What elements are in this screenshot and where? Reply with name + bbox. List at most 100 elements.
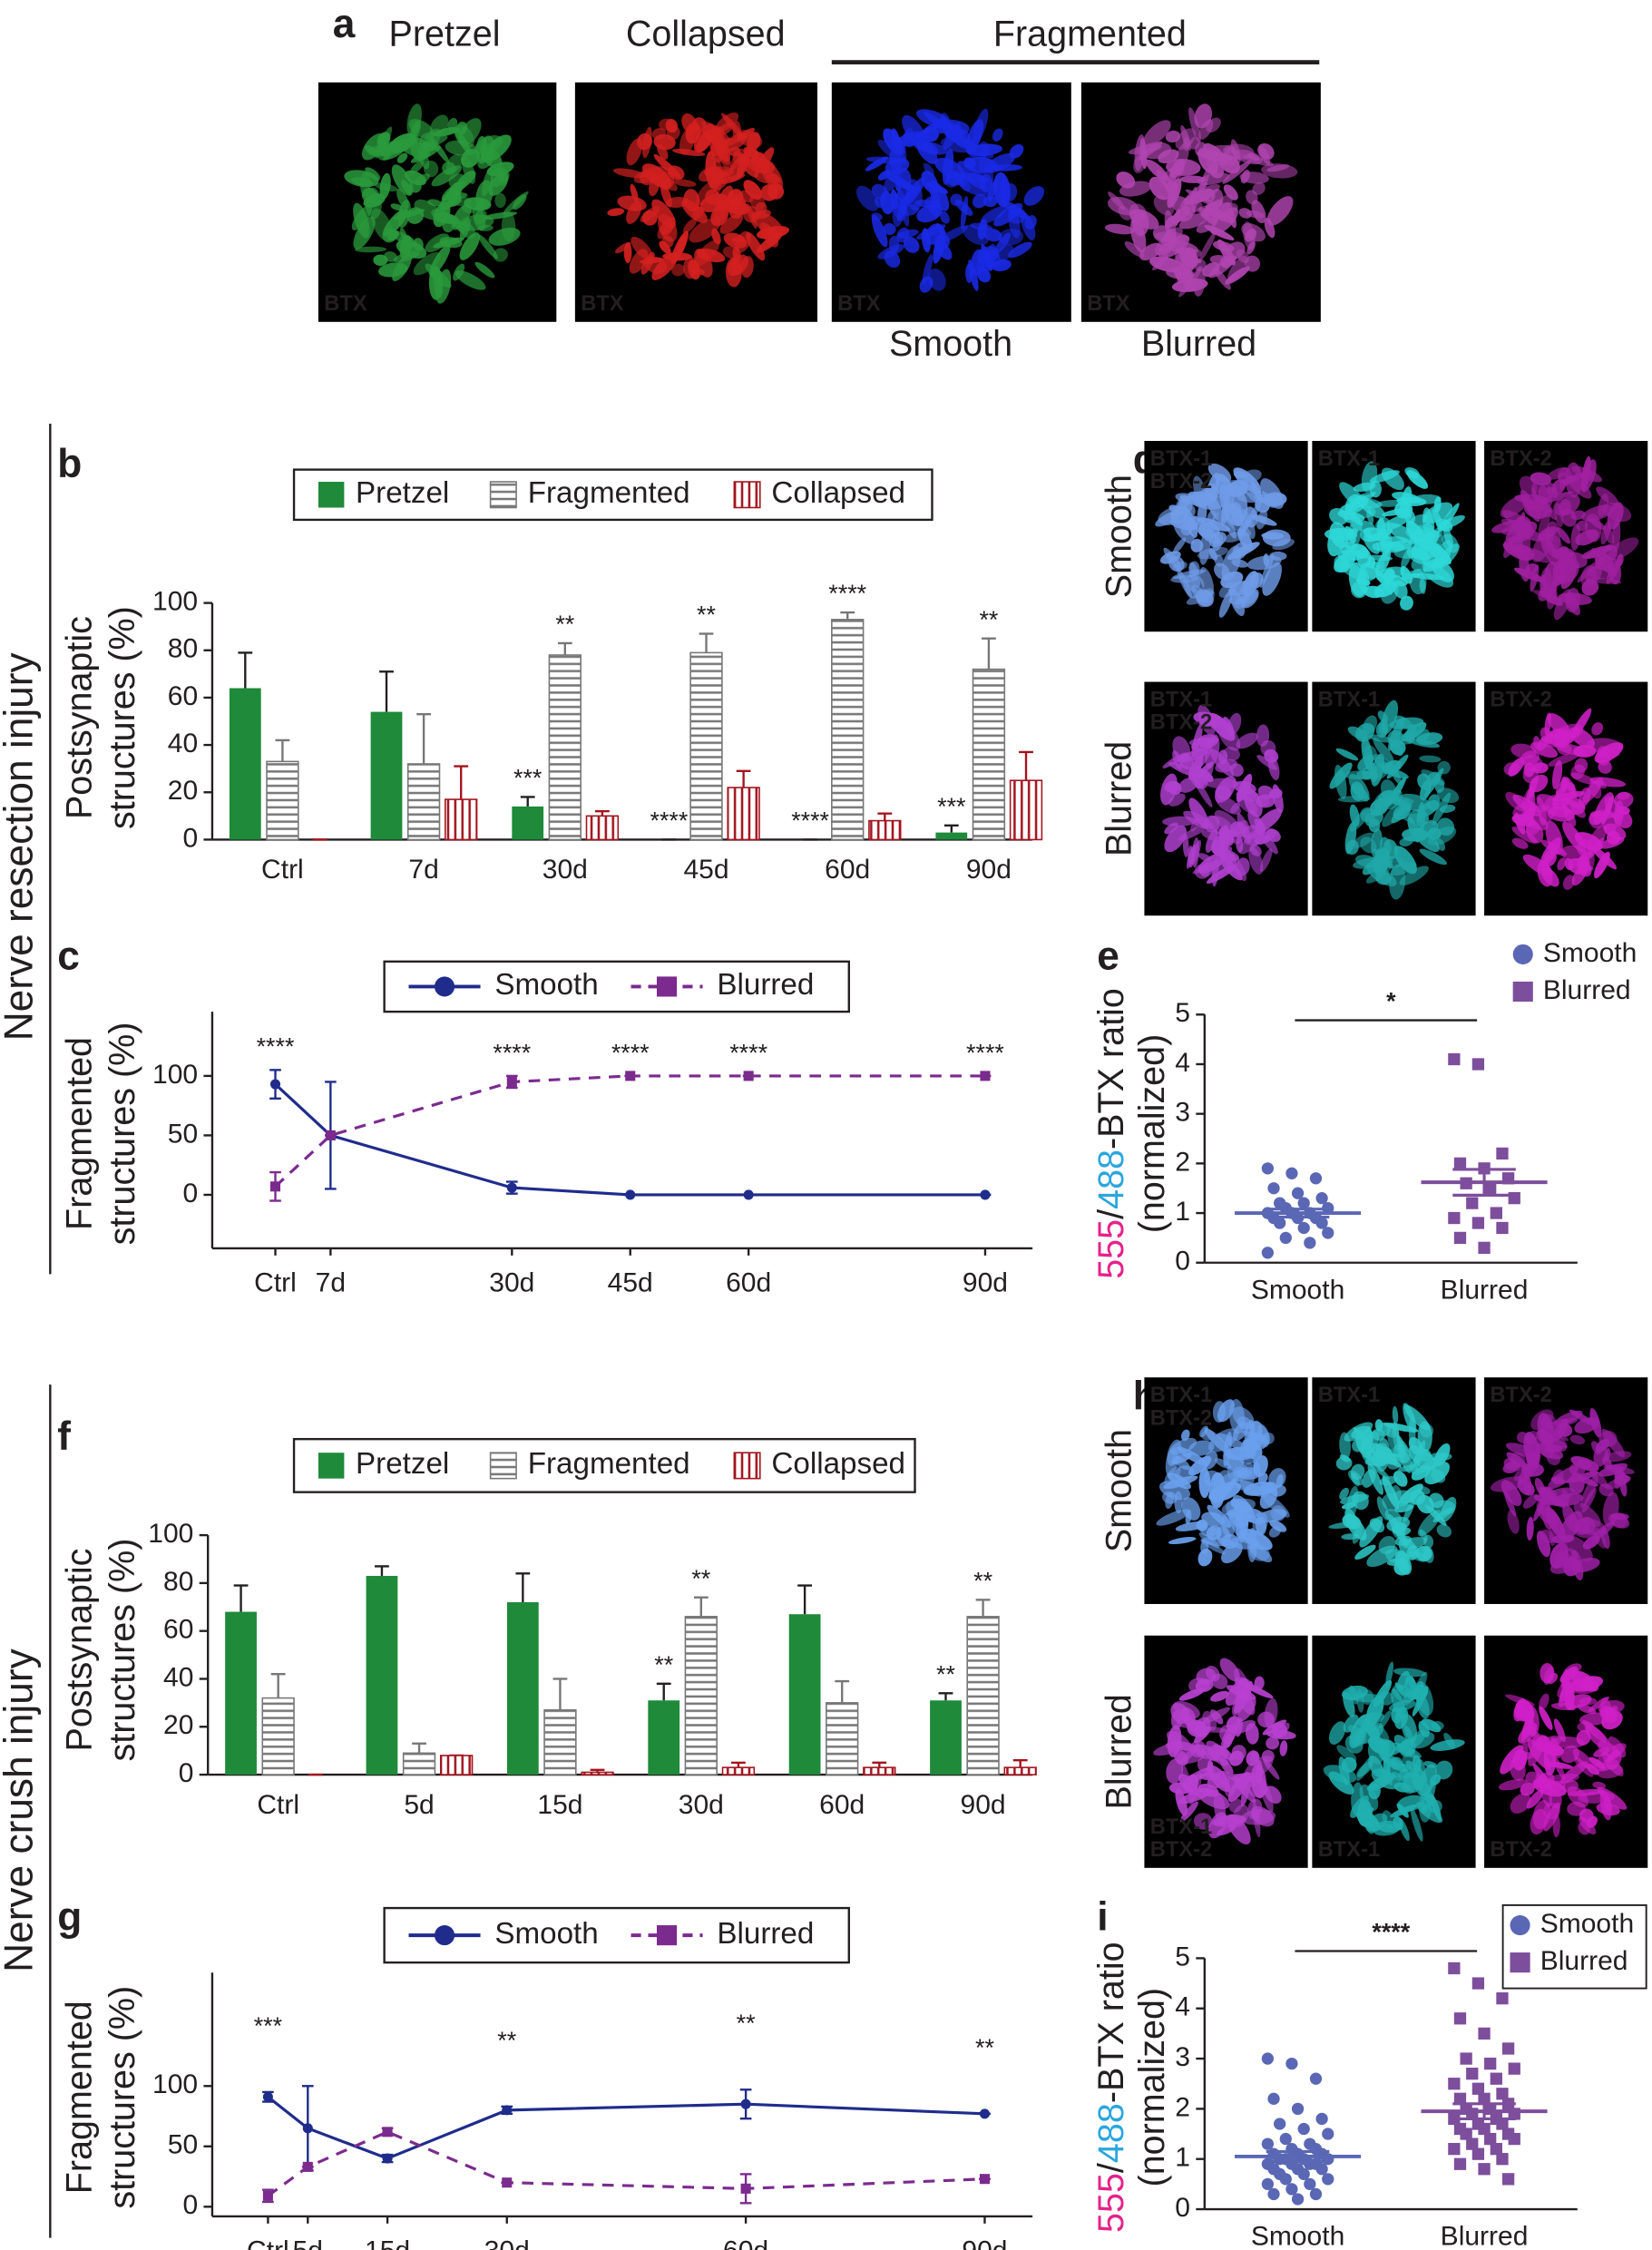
- stain: [1279, 1740, 1288, 1756]
- stain: [1368, 1756, 1384, 1778]
- y-axis-label: Fragmented: [60, 2001, 100, 2194]
- marker: [1496, 1147, 1509, 1160]
- stain: [1008, 241, 1032, 259]
- y-tick-label: 80: [168, 634, 198, 664]
- error-bar: [877, 812, 893, 821]
- bar: [935, 832, 968, 840]
- stain: [1422, 536, 1442, 555]
- stain: [696, 248, 726, 263]
- stain: [1225, 266, 1250, 285]
- bar: [366, 1575, 398, 1776]
- stain: [992, 128, 1003, 142]
- legend-swatch: [489, 1452, 517, 1480]
- stain: [1361, 461, 1378, 493]
- stain: [1233, 1776, 1256, 1804]
- stain: [1393, 542, 1430, 559]
- y-tick-label: 0: [182, 1179, 198, 1208]
- stain: [1579, 1697, 1598, 1706]
- stain: [1237, 528, 1253, 552]
- stain: [1422, 502, 1453, 524]
- stain: [923, 162, 934, 177]
- stain: [1246, 210, 1265, 219]
- stain: [1614, 1469, 1625, 1490]
- stain: [1149, 256, 1185, 273]
- stain: [1264, 217, 1276, 239]
- stain: [1543, 1666, 1554, 1685]
- stain: [1580, 564, 1597, 590]
- stain: [1178, 824, 1210, 841]
- stain: [1369, 1443, 1398, 1465]
- stain: [643, 256, 668, 274]
- y-tick-label: 1: [1175, 2143, 1190, 2173]
- stain: [1108, 191, 1126, 210]
- stain: [1361, 1811, 1380, 1826]
- stain: [1253, 1458, 1261, 1476]
- significance: ****: [791, 807, 829, 835]
- error-bar: [595, 809, 610, 817]
- stain: [1536, 797, 1547, 825]
- stain: [1569, 1472, 1585, 1494]
- legend-label: Fragmented: [528, 476, 690, 510]
- stain: [455, 270, 486, 290]
- stain: [1180, 1429, 1190, 1442]
- stain: [1592, 1526, 1607, 1549]
- stain: [1133, 152, 1147, 173]
- marker: [1297, 2167, 1310, 2180]
- stain: [1536, 1772, 1555, 1790]
- stain: [1165, 1492, 1174, 1510]
- marker: [1490, 2143, 1502, 2156]
- stain: [1172, 736, 1191, 762]
- stain: [1169, 160, 1186, 179]
- marker: [1466, 1197, 1479, 1209]
- stain: [1517, 1479, 1535, 1496]
- stain: [1511, 814, 1536, 827]
- stain: [640, 169, 656, 186]
- stain: [1557, 857, 1567, 871]
- stain: [1227, 581, 1254, 596]
- stain: [1545, 820, 1563, 856]
- stain: [1412, 1684, 1429, 1701]
- stain: [1174, 1491, 1183, 1514]
- stain: [1116, 171, 1136, 189]
- stain: [1401, 1713, 1418, 1744]
- y-tick-label: 60: [168, 681, 198, 711]
- stain: [1589, 1408, 1602, 1438]
- stain: [1182, 1715, 1202, 1736]
- stain: [1222, 830, 1233, 845]
- stain: [1423, 1761, 1438, 1768]
- error-bar: [943, 824, 959, 833]
- y-axis-label-part: -BTX ratio: [1092, 1942, 1132, 2103]
- stain: [1164, 825, 1187, 853]
- stain: [670, 230, 689, 265]
- y-axis-label: Postsynaptic: [60, 616, 100, 819]
- stain: [877, 169, 892, 181]
- x-tick-label: Ctrl: [247, 2235, 289, 2250]
- bar: [648, 1700, 680, 1776]
- significance: **: [737, 2010, 756, 2037]
- stain: [1562, 875, 1575, 890]
- marker: [1285, 2057, 1298, 2070]
- stain: [1227, 502, 1242, 516]
- x-tick-label: 45d: [683, 855, 728, 885]
- y-tick-label: 60: [163, 1615, 193, 1645]
- marker: [382, 2127, 393, 2138]
- legend-label: Blurred: [717, 1917, 814, 1951]
- stain: [756, 232, 783, 253]
- marker: [1496, 1992, 1509, 2005]
- stain: [1217, 1469, 1253, 1485]
- stain: [1203, 1470, 1220, 1487]
- significance: **: [654, 1651, 673, 1678]
- stain: [989, 164, 1022, 171]
- stain: [933, 234, 950, 250]
- marker: [262, 2091, 273, 2102]
- significance: **: [936, 1660, 955, 1688]
- stain: [690, 268, 706, 276]
- stain: [1559, 494, 1580, 515]
- stain: [1168, 762, 1202, 778]
- stain: [1241, 589, 1259, 609]
- marker: [1267, 1182, 1280, 1195]
- stain: [1242, 154, 1274, 167]
- marker: [980, 1071, 991, 1081]
- marker: [1512, 944, 1533, 964]
- stain: [413, 251, 441, 276]
